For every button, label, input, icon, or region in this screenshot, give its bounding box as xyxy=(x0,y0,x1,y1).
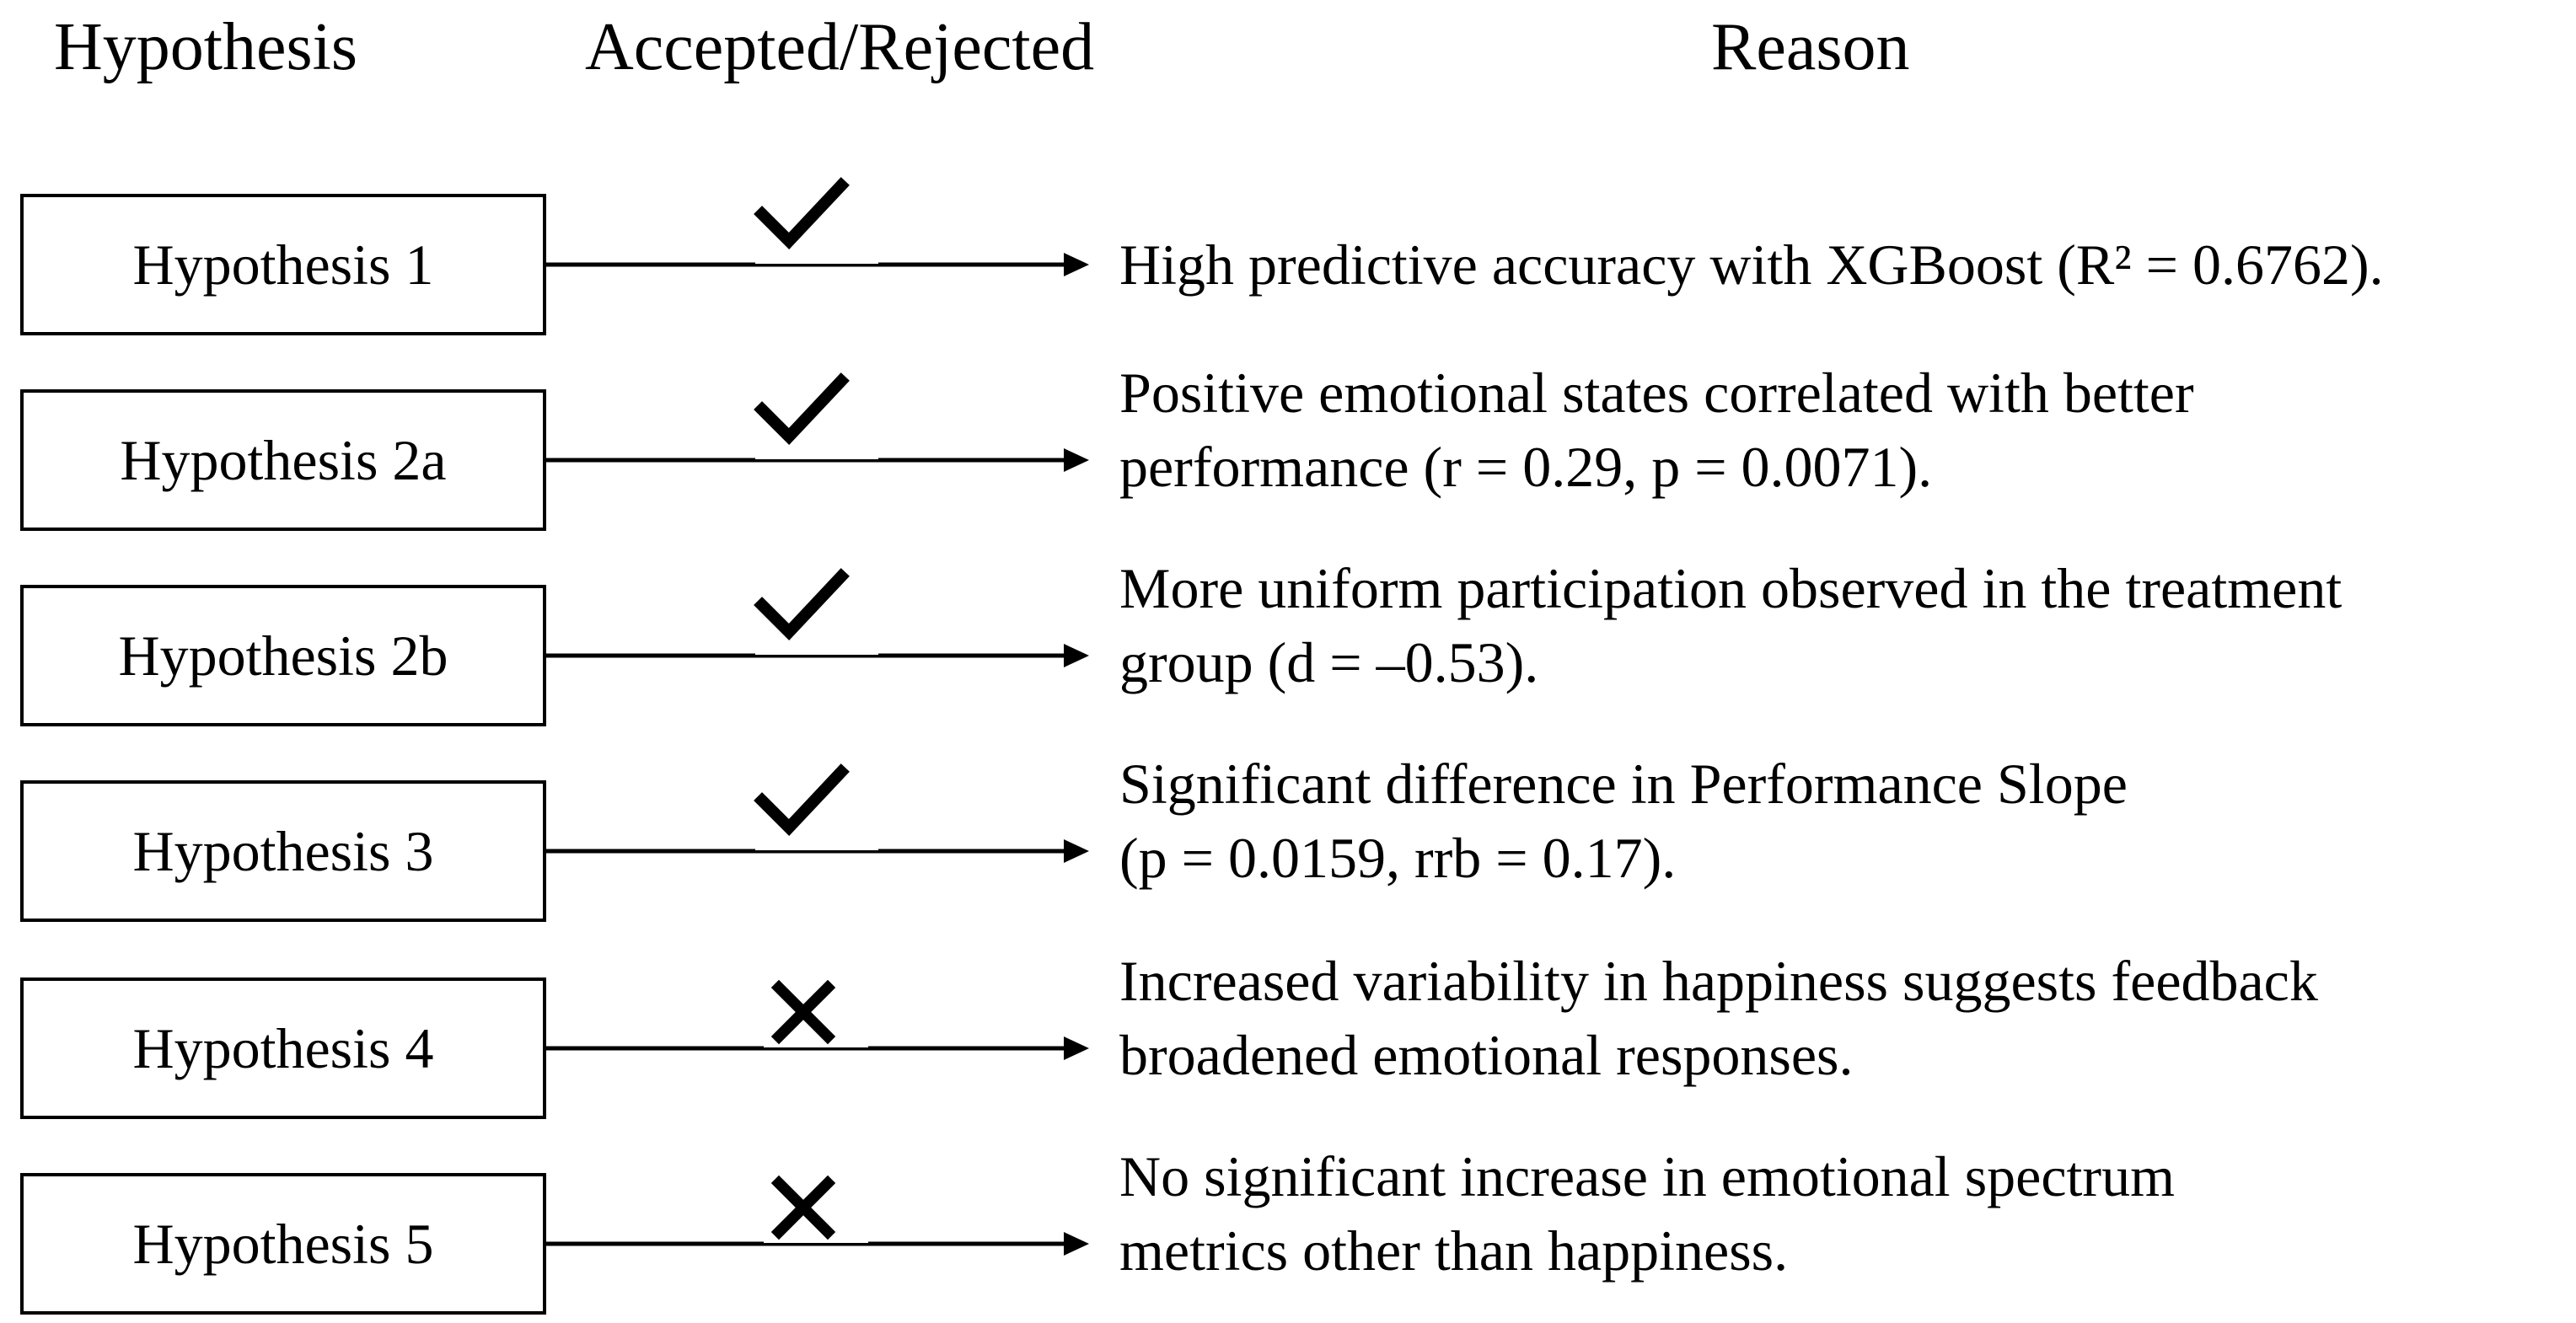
arrowhead xyxy=(1064,253,1089,276)
reason-line: performance (r = 0.29, p = 0.0071). xyxy=(1119,435,1933,499)
reason-text: No significant increase in emotional spe… xyxy=(1119,1139,2552,1288)
header-accepted-rejected: Accepted/Rejected xyxy=(585,10,1095,84)
hypothesis-row: Hypothesis 4 Increased variability in hap… xyxy=(0,949,2576,1119)
connector-arrow xyxy=(546,253,1089,276)
reason-line: More uniform participation observed in t… xyxy=(1119,556,2343,620)
reason-line: High predictive accuracy with XGBoost (R… xyxy=(1119,233,2384,297)
hypothesis-box: Hypothesis 2b xyxy=(20,585,546,726)
reason-line: group (d = –0.53). xyxy=(1119,630,1539,694)
reason-text: Significant difference in Performance Sl… xyxy=(1119,747,2552,895)
connector-arrow xyxy=(546,839,1089,863)
checkmark-icon xyxy=(754,568,850,641)
reason-line: Positive emotional states correlated wit… xyxy=(1119,361,2194,425)
reason-line: broadened emotional responses. xyxy=(1119,1023,1854,1087)
hypothesis-row: Hypothesis 2b More uniform participation … xyxy=(0,556,2576,726)
reason-line: Significant difference in Performance Sl… xyxy=(1119,752,2128,816)
hypothesis-row: Hypothesis 1 High predictive accuracy wit… xyxy=(0,177,2576,335)
icon-stroke xyxy=(770,979,836,1045)
checkmark-icon xyxy=(754,372,850,446)
header-reason: Reason xyxy=(1711,10,1910,84)
icon-stroke xyxy=(754,763,850,837)
connector-arrow xyxy=(546,1232,1089,1256)
header-hypothesis: Hypothesis xyxy=(54,10,357,84)
icon-stroke xyxy=(754,568,850,641)
reason-line: No significant increase in emotional spe… xyxy=(1119,1144,2175,1208)
hypothesis-row: Hypothesis 5 No significant increase in e… xyxy=(0,1144,2576,1315)
reason-text: Increased variability in happiness sugge… xyxy=(1119,944,2552,1092)
checkmark-icon xyxy=(754,177,850,250)
reason-line: Increased variability in happiness sugge… xyxy=(1119,949,2318,1013)
arrowhead xyxy=(1064,644,1089,667)
hypothesis-box: Hypothesis 2a xyxy=(20,389,546,531)
cross-icon xyxy=(770,1175,836,1240)
hypothesis-row: Hypothesis 2a Positive emotional states c… xyxy=(0,361,2576,531)
hypothesis-row: Hypothesis 3 Significant difference in Pe… xyxy=(0,752,2576,922)
icon-stroke xyxy=(754,177,850,250)
reason-text: High predictive accuracy with XGBoost (R… xyxy=(1119,228,2552,302)
icon-stroke xyxy=(770,1175,836,1240)
hypothesis-box: Hypothesis 3 xyxy=(20,780,546,922)
arrowhead xyxy=(1064,1036,1089,1060)
reason-text: Positive emotional states correlated wit… xyxy=(1119,356,2552,504)
hypothesis-box: Hypothesis 5 xyxy=(20,1173,546,1315)
arrowhead xyxy=(1064,839,1089,863)
reason-text: More uniform participation observed in t… xyxy=(1119,551,2552,699)
reason-line: metrics other than happiness. xyxy=(1119,1219,1789,1283)
hypothesis-box: Hypothesis 4 xyxy=(20,978,546,1119)
checkmark-icon xyxy=(754,763,850,837)
cross-icon xyxy=(770,979,836,1045)
arrowhead xyxy=(1064,1232,1089,1256)
arrowhead xyxy=(1064,448,1089,472)
connector-arrow xyxy=(546,448,1089,472)
connector-arrow xyxy=(546,644,1089,667)
reason-line: (p = 0.0159, rrb = 0.17). xyxy=(1119,826,1677,890)
icon-stroke xyxy=(754,372,850,446)
connector-arrow xyxy=(546,1036,1089,1060)
hypothesis-box: Hypothesis 1 xyxy=(20,194,546,335)
